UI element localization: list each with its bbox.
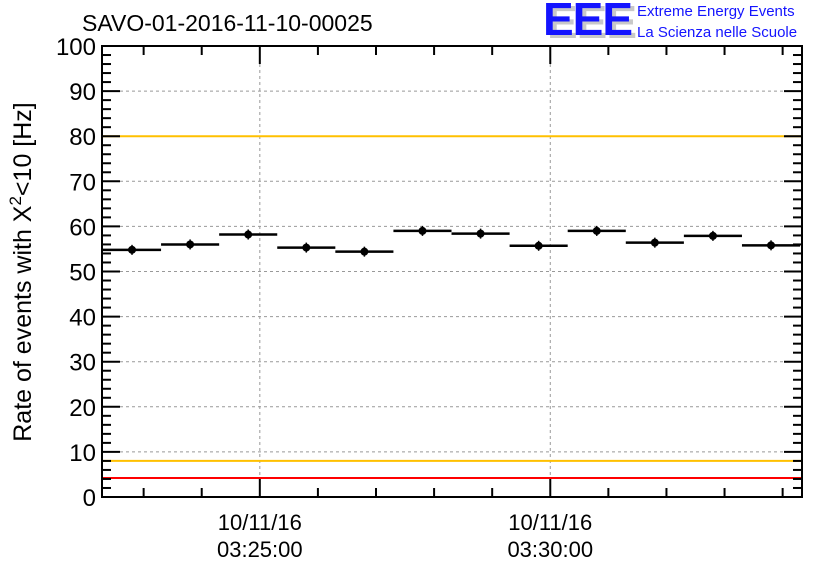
chart-title: SAVO-01-2016-11-10-00025 <box>82 10 373 36</box>
data-point <box>186 240 195 249</box>
data-point <box>360 247 369 256</box>
data-point <box>302 243 311 252</box>
grid-lines <box>102 45 802 498</box>
logo-subtitle-1: Extreme Energy Events <box>637 3 795 20</box>
y-tick-label: 70 <box>69 169 96 196</box>
y-axis-label: Rate of events with X2<10 [Hz] <box>6 102 37 442</box>
y-tick-label: 40 <box>69 305 96 332</box>
y-label-main: Rate of events with X <box>9 205 37 442</box>
y-tick-label: 50 <box>69 260 96 287</box>
y-tick-label: 80 <box>69 124 96 151</box>
tick-labels: 010203040506070809010010/11/1603:25:0010… <box>56 34 593 562</box>
data-point <box>534 241 543 250</box>
y-tick-label: 20 <box>69 395 96 422</box>
y-label-sup: 2 <box>6 196 25 205</box>
x-tick-time: 03:30:00 <box>507 537 593 562</box>
y-tick-label: 0 <box>83 485 96 512</box>
data-point <box>244 230 253 239</box>
data-point <box>476 229 485 238</box>
y-tick-label: 10 <box>69 440 96 467</box>
y-tick-label: 100 <box>56 34 96 61</box>
eee-logo: EEE <box>543 0 633 45</box>
y-tick-label: 60 <box>69 214 96 241</box>
frame-border <box>101 45 803 498</box>
y-label-tail: <10 [Hz] <box>9 102 37 196</box>
data-point <box>650 238 659 247</box>
reference-lines <box>102 45 802 480</box>
data-point <box>418 226 427 235</box>
logo-subtitle-2: La Scienza nelle Scuole <box>637 24 798 41</box>
x-tick-time: 03:25:00 <box>217 537 303 562</box>
data-points <box>102 225 801 257</box>
y-tick-label: 90 <box>69 79 96 106</box>
x-tick-date: 10/11/16 <box>508 510 592 535</box>
data-point <box>708 231 717 240</box>
axes-frame <box>101 45 803 498</box>
y-tick-label: 30 <box>69 350 96 377</box>
data-point <box>592 226 601 235</box>
data-point <box>767 241 776 250</box>
x-tick-date: 10/11/16 <box>218 510 302 535</box>
data-point <box>128 245 137 254</box>
